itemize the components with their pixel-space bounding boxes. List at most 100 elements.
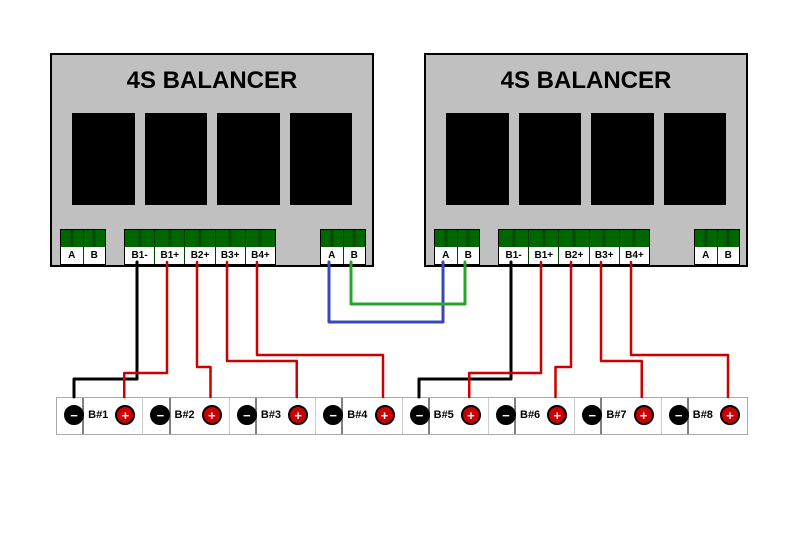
battery-cell: − + B#1	[57, 398, 143, 434]
pole-negative: −	[323, 405, 343, 425]
terminal-b1-: B1-	[125, 230, 155, 264]
terminal-b3+: B3+	[590, 230, 620, 264]
terminal-label: B	[84, 247, 106, 264]
balancer-cell-indicator	[217, 113, 280, 205]
terminal-b1-: B1-	[499, 230, 529, 264]
terminal-label: B4+	[246, 247, 275, 264]
pole-negative: −	[64, 405, 84, 425]
battery-label: B#3	[261, 409, 281, 421]
pole-positive: +	[375, 405, 395, 425]
terminal-label: B1+	[529, 247, 558, 264]
terminal-label: A	[321, 247, 343, 264]
wire	[329, 262, 443, 322]
balancer-cell-indicator	[72, 113, 135, 205]
battery-label: B#6	[520, 409, 540, 421]
terminal-b1+: B1+	[155, 230, 185, 264]
pole-positive: +	[288, 405, 308, 425]
diagram-root: 4S BALANCERABB1-B1+B2+B3+B4+AB4S BALANCE…	[0, 0, 806, 551]
terminal-label: B	[458, 247, 480, 264]
terminal-label: A	[435, 247, 457, 264]
wire	[556, 262, 572, 397]
terminal-label: B2+	[185, 247, 214, 264]
battery-label: B#1	[88, 409, 108, 421]
balancer-cell-indicator	[664, 113, 727, 205]
terminal-label: B4+	[620, 247, 649, 264]
pole-negative: −	[150, 405, 170, 425]
terminal-block-rightAB: AB	[694, 229, 740, 265]
battery-row: −+B#1−+B#2−+B#3−+B#4−+B#5−+B#6−+B#7−+B#8	[56, 397, 748, 435]
terminal-label: B2+	[559, 247, 588, 264]
balancer-cell-indicator	[519, 113, 582, 205]
terminal-block-rightAB: AB	[320, 229, 366, 265]
terminal-label: B	[344, 247, 366, 264]
terminal-b: B	[84, 230, 106, 264]
terminal-b4+: B4+	[246, 230, 275, 264]
battery-label: B#5	[434, 409, 454, 421]
terminal-label: A	[61, 247, 83, 264]
battery-label: B#4	[347, 409, 367, 421]
balancer-cell-indicator	[446, 113, 509, 205]
terminal-block-main: B1-B1+B2+B3+B4+	[498, 229, 650, 265]
wire	[419, 262, 511, 397]
balancer-left: 4S BALANCERABB1-B1+B2+B3+B4+AB	[50, 53, 374, 267]
terminal-b3+: B3+	[216, 230, 246, 264]
balancer-cell-indicator	[145, 113, 208, 205]
wire	[469, 262, 541, 397]
battery-cell: − + B#8	[662, 398, 747, 434]
pole-negative: −	[237, 405, 257, 425]
wire	[601, 262, 642, 397]
balancer-cell-indicator	[290, 113, 353, 205]
pole-negative: −	[496, 405, 516, 425]
pole-positive: +	[634, 405, 654, 425]
terminal-label: A	[695, 247, 717, 264]
terminal-a: A	[695, 230, 718, 264]
pole-negative: −	[582, 405, 602, 425]
wire	[257, 262, 383, 397]
battery-label: B#2	[175, 409, 195, 421]
pole-negative: −	[669, 405, 689, 425]
terminal-label: B1-	[125, 247, 154, 264]
wire	[74, 262, 137, 397]
terminal-block-main: B1-B1+B2+B3+B4+	[124, 229, 276, 265]
terminal-label: B	[718, 247, 740, 264]
terminal-a: A	[435, 230, 458, 264]
terminal-b2+: B2+	[185, 230, 215, 264]
terminal-b: B	[458, 230, 480, 264]
terminal-block-leftAB: AB	[60, 229, 106, 265]
terminal-b: B	[344, 230, 366, 264]
balancer-title: 4S BALANCER	[426, 67, 746, 95]
terminal-b: B	[718, 230, 740, 264]
wire	[124, 262, 167, 397]
wire	[227, 262, 297, 397]
battery-cell: − + B#5	[403, 398, 489, 434]
pole-positive: +	[202, 405, 222, 425]
battery-cell: − + B#7	[575, 398, 661, 434]
balancer-cell-indicator	[591, 113, 654, 205]
balancer-right: 4S BALANCERABB1-B1+B2+B3+B4+AB	[424, 53, 748, 267]
pole-positive: +	[547, 405, 567, 425]
wire	[197, 262, 211, 397]
wire	[351, 262, 465, 304]
terminal-label: B1-	[499, 247, 528, 264]
pole-positive: +	[461, 405, 481, 425]
terminal-block-leftAB: AB	[434, 229, 480, 265]
battery-cell: − + B#2	[143, 398, 229, 434]
terminal-b2+: B2+	[559, 230, 589, 264]
terminal-a: A	[321, 230, 344, 264]
terminal-b4+: B4+	[620, 230, 649, 264]
pole-positive: +	[115, 405, 135, 425]
terminal-a: A	[61, 230, 84, 264]
wire	[631, 262, 728, 397]
battery-cell: − + B#6	[489, 398, 575, 434]
terminal-label: B3+	[590, 247, 619, 264]
pole-negative: −	[410, 405, 430, 425]
battery-label: B#7	[606, 409, 626, 421]
battery-label: B#8	[693, 409, 713, 421]
terminal-label: B3+	[216, 247, 245, 264]
balancer-title: 4S BALANCER	[52, 67, 372, 95]
battery-cell: − + B#3	[230, 398, 316, 434]
terminal-b1+: B1+	[529, 230, 559, 264]
terminal-label: B1+	[155, 247, 184, 264]
battery-cell: − + B#4	[316, 398, 402, 434]
pole-positive: +	[720, 405, 740, 425]
